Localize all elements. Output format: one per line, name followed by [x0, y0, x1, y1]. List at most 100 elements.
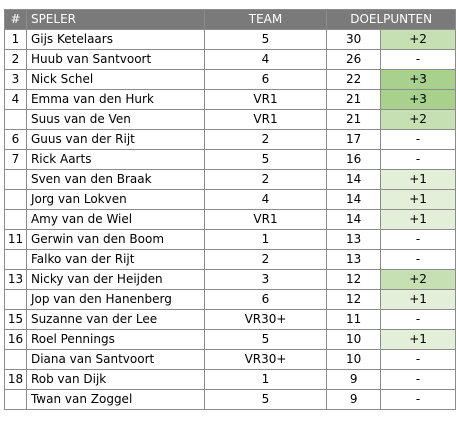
player-cell: Roel Pennings [25, 329, 205, 350]
rank-cell: 16 [4, 329, 27, 350]
rank-cell: 4 [4, 89, 27, 110]
delta-cell: - [380, 249, 456, 270]
goals-cell: 21 [326, 89, 382, 110]
rank-cell: 1 [4, 29, 27, 50]
team-cell: 1 [203, 369, 328, 390]
player-cell: Guus van der Rijt [25, 129, 205, 150]
team-cell: VR1 [203, 109, 328, 130]
team-cell: 2 [203, 249, 328, 270]
goals-cell: 30 [326, 29, 382, 50]
team-cell: 5 [203, 29, 328, 50]
goals-cell: 16 [326, 149, 382, 170]
rank-cell: 18 [4, 369, 27, 390]
delta-cell: - [380, 229, 456, 250]
rank-cell: 15 [4, 309, 27, 330]
delta-cell: - [380, 389, 456, 410]
delta-cell: +3 [380, 89, 456, 110]
player-cell: Sven van den Braak [25, 169, 205, 190]
player-cell: Rob van Dijk [25, 369, 205, 390]
table-row: Twan van Zoggel 5 9- [4, 389, 456, 410]
rank-cell [4, 249, 27, 270]
table-row: 3 Nick Schel 6 22 +3 [4, 69, 456, 90]
team-cell: 2 [203, 169, 328, 190]
player-cell: Suzanne van der Lee [25, 309, 205, 330]
goals-cell: 9 [326, 389, 382, 410]
rank-cell [4, 389, 27, 410]
player-cell: Suus van de Ven [25, 109, 205, 130]
table-row: 16 Roel Pennings 5 10 +1 [4, 329, 456, 350]
team-cell: 4 [203, 189, 328, 210]
topscorers-table: # SPELER TEAM DOELPUNTEN 1 Gijs Ketelaars… [4, 9, 456, 410]
delta-cell: +1 [380, 289, 456, 310]
delta-cell: +1 [380, 169, 456, 190]
team-cell: VR30+ [203, 349, 328, 370]
header-team: TEAM [203, 9, 328, 30]
goals-cell: 26 [326, 49, 382, 70]
team-cell: 1 [203, 229, 328, 250]
table-row: 7 Rick Aarts 5 16- [4, 149, 456, 170]
team-cell: 3 [203, 269, 328, 290]
table-row: Jop van den Hanenberg 6 12 +1 [4, 289, 456, 310]
goals-cell: 11 [326, 309, 382, 330]
rank-cell: 6 [4, 129, 27, 150]
rank-cell: 3 [4, 69, 27, 90]
goals-cell: 10 [326, 329, 382, 350]
goals-cell: 17 [326, 129, 382, 150]
goals-cell: 22 [326, 69, 382, 90]
rank-cell [4, 189, 27, 210]
delta-cell: +1 [380, 329, 456, 350]
team-cell: 5 [203, 149, 328, 170]
header-goals: DOELPUNTEN [326, 9, 456, 30]
table-row: 4 Emma van den Hurk VR1 21 +3 [4, 89, 456, 110]
delta-cell: - [380, 149, 456, 170]
table-row: 11 Gerwin van den Boom 1 13- [4, 229, 456, 250]
player-cell: Rick Aarts [25, 149, 205, 170]
delta-cell: - [380, 49, 456, 70]
table-body: 1 Gijs Ketelaars 5 30 +2 2 Huub van Santvoort 4… [4, 29, 456, 410]
delta-cell: - [380, 349, 456, 370]
goals-cell: 13 [326, 229, 382, 250]
team-cell: VR1 [203, 89, 328, 110]
player-cell: Jop van den Hanenberg [25, 289, 205, 310]
player-cell: Twan van Zoggel [25, 389, 205, 410]
player-cell: Jorg van Lokven [25, 189, 205, 210]
player-cell: Emma van den Hurk [25, 89, 205, 110]
player-cell: Falko van der Rijt [25, 249, 205, 270]
player-cell: Gijs Ketelaars [25, 29, 205, 50]
header-player: SPELER [25, 9, 205, 30]
table-row: Suus van de Ven VR1 21 +2 [4, 109, 456, 130]
team-cell: VR1 [203, 209, 328, 230]
table-row: 2 Huub van Santvoort 4 26- [4, 49, 456, 70]
player-cell: Nick Schel [25, 69, 205, 90]
goals-cell: 21 [326, 109, 382, 130]
delta-cell: - [380, 129, 456, 150]
delta-cell: +1 [380, 189, 456, 210]
header-row: # SPELER TEAM DOELPUNTEN [4, 9, 456, 30]
player-cell: Gerwin van den Boom [25, 229, 205, 250]
team-cell: 6 [203, 69, 328, 90]
team-cell: VR30+ [203, 309, 328, 330]
goals-cell: 10 [326, 349, 382, 370]
rank-cell [4, 209, 27, 230]
goals-cell: 12 [326, 269, 382, 290]
table-row: Diana van Santvoort VR30+ 10- [4, 349, 456, 370]
rank-cell [4, 289, 27, 310]
rank-cell [4, 109, 27, 130]
header-rank: # [4, 9, 27, 30]
delta-cell: +3 [380, 69, 456, 90]
rank-cell: 13 [4, 269, 27, 290]
goals-cell: 13 [326, 249, 382, 270]
goals-cell: 14 [326, 169, 382, 190]
rank-cell [4, 169, 27, 190]
rank-cell: 11 [4, 229, 27, 250]
delta-cell: - [380, 309, 456, 330]
goals-cell: 14 [326, 209, 382, 230]
delta-cell: +2 [380, 269, 456, 290]
delta-cell: +2 [380, 29, 456, 50]
table-row: Falko van der Rijt 2 13- [4, 249, 456, 270]
rank-cell: 7 [4, 149, 27, 170]
team-cell: 5 [203, 389, 328, 410]
table-row: 1 Gijs Ketelaars 5 30 +2 [4, 29, 456, 50]
table-row: Amy van de Wiel VR1 14 +1 [4, 209, 456, 230]
table-row: Sven van den Braak 2 14 +1 [4, 169, 456, 190]
